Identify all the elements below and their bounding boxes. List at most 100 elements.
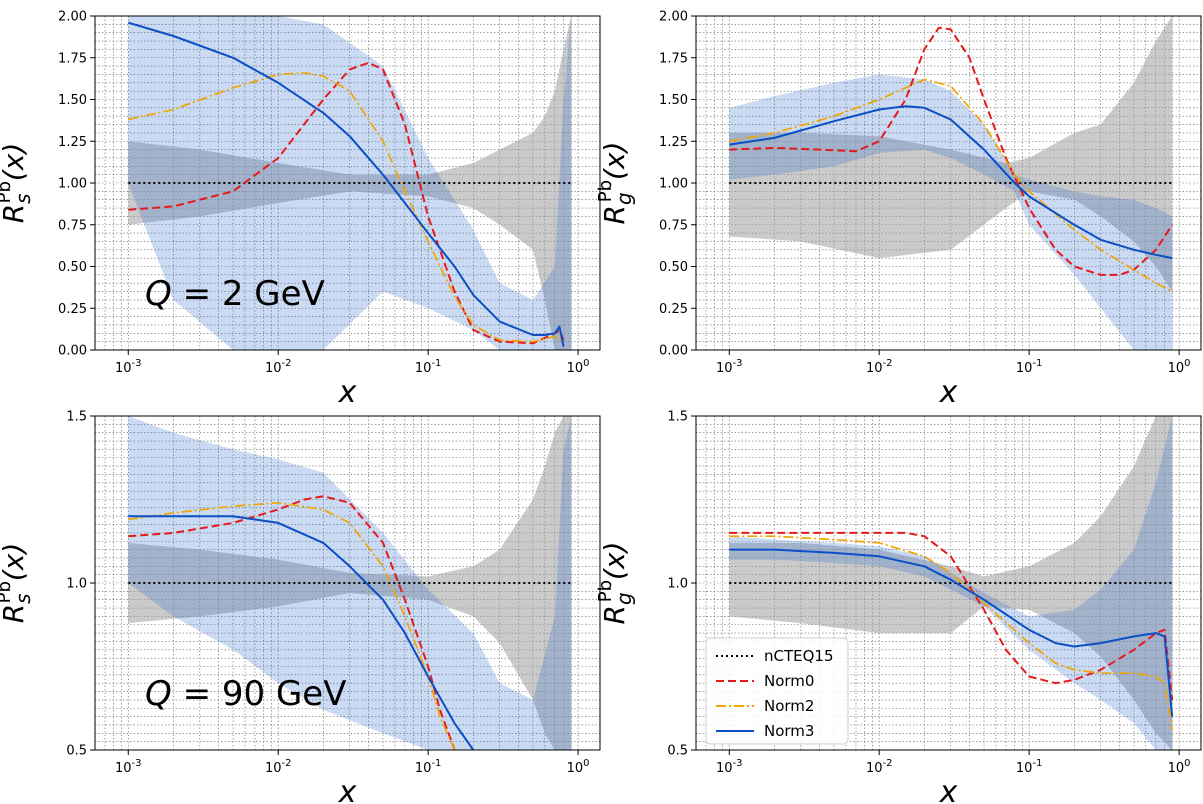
x-tick-exp: 0 xyxy=(583,758,589,769)
x-tick-label: 100 xyxy=(567,358,590,376)
x-axis-label: x xyxy=(338,775,357,804)
x-tick-exp: -2 xyxy=(882,358,892,369)
series-Norm2 xyxy=(729,535,1174,731)
panel-Rg-90GeV: 10-3 10-2 10-1 100 0.5 1.0 1.5 x RgPb(x) nCTEQ15 N… xyxy=(595,410,1202,804)
y-label-sup: Pb xyxy=(0,581,15,603)
x-tick-label: 10-1 xyxy=(1016,358,1043,376)
annotation-value: = 2 GeV xyxy=(172,274,325,314)
series-Norm2 xyxy=(128,71,565,343)
y-tick-label: 0.5 xyxy=(667,744,688,759)
y-label-base: R xyxy=(598,205,631,224)
y-label-arg: (x) xyxy=(0,143,30,181)
panel-Rg-2GeV: 10-3 10-2 10-1 100 0.00 0.25 0.50 0.75 1.00 1.25 1… xyxy=(595,10,1202,410)
annotation-symbol: Q xyxy=(145,274,172,314)
x-tick-label: 10-3 xyxy=(115,758,142,776)
y-tick-label: 1.25 xyxy=(58,135,87,150)
x-tick-label: 10-1 xyxy=(1016,758,1043,776)
x-tick-label: 10-3 xyxy=(716,758,743,776)
series-Norm3 xyxy=(729,105,1173,260)
y-tick-label: 1.50 xyxy=(659,93,688,108)
y-label-arg: (x) xyxy=(0,543,30,581)
x-axis-label: x xyxy=(939,375,958,410)
y-tick-label: 1.5 xyxy=(667,410,688,425)
x-tick-exp: -2 xyxy=(281,358,291,369)
y-tick-label: 2.00 xyxy=(659,10,688,25)
y-tick-label: 1.0 xyxy=(667,577,688,592)
panel-Rs-90GeV: 10-3 10-2 10-1 100 0.5 1.0 1.5 x RsPb(x) Q = 90 G… xyxy=(0,410,601,804)
x-tick-exp: -2 xyxy=(281,758,291,769)
x-axis-label: x xyxy=(338,375,357,410)
series-Norm2 xyxy=(128,501,456,750)
x-axis-label: x xyxy=(939,775,958,804)
y-label-sub: g xyxy=(612,192,636,205)
y-axis-label: RgPb(x) xyxy=(595,142,636,225)
legend-label-Norm3: Norm3 xyxy=(764,722,814,740)
y-tick-label: 0.50 xyxy=(58,260,87,275)
y-tick-label: 1.50 xyxy=(58,93,87,108)
legend-label-Norm2: Norm2 xyxy=(764,697,814,715)
x-tick-label: 100 xyxy=(1168,358,1191,376)
x-tick-exp: -3 xyxy=(733,358,743,369)
y-label-sub: g xyxy=(612,592,636,605)
series-Norm3 xyxy=(128,21,565,347)
band-nCTEQ15 xyxy=(729,16,1173,292)
y-tick-label: 1.00 xyxy=(58,177,87,192)
legend-label-nCTEQ15: nCTEQ15 xyxy=(764,647,834,665)
panel-Rs-2GeV: 10-3 10-2 10-1 100 0.00 0.25 0.50 0.75 1.00 1.25 1… xyxy=(0,10,601,410)
x-tick-label: 10-2 xyxy=(866,358,893,376)
y-tick-label: 1.5 xyxy=(66,410,87,425)
x-tick-exp: 0 xyxy=(1184,358,1190,369)
y-label-base: R xyxy=(0,204,30,223)
y-tick-label: 0.5 xyxy=(66,744,87,759)
series-Norm3 xyxy=(128,515,475,750)
y-tick-label: 0.75 xyxy=(58,218,87,233)
x-tick-exp: -1 xyxy=(431,758,441,769)
y-label-arg: (x) xyxy=(598,142,631,180)
x-tick-label: 10-3 xyxy=(115,358,142,376)
x-tick-label: 100 xyxy=(1168,758,1191,776)
x-tick-exp: -3 xyxy=(733,758,743,769)
y-tick-label: 0.25 xyxy=(659,302,688,317)
y-tick-label: 1.00 xyxy=(659,177,688,192)
y-label-sub: s xyxy=(11,193,35,203)
y-label-sup: Pb xyxy=(595,580,616,602)
y-tick-label: 1.75 xyxy=(659,51,688,66)
x-tick-exp: -2 xyxy=(882,758,892,769)
y-label-sub: s xyxy=(11,593,35,603)
x-tick-exp: -3 xyxy=(132,758,142,769)
y-tick-label: 1.0 xyxy=(66,577,87,592)
y-tick-label: 2.00 xyxy=(58,10,87,25)
series-Norm0 xyxy=(729,531,1174,701)
x-tick-label: 10-2 xyxy=(265,358,292,376)
annotation-value: = 90 GeV xyxy=(172,674,347,714)
band-Norm3 xyxy=(729,74,1173,350)
y-axis-label: RsPb(x) xyxy=(0,543,35,624)
x-tick-exp: -1 xyxy=(1032,758,1042,769)
y-axis-label: RsPb(x) xyxy=(0,143,35,224)
x-tick-exp: -1 xyxy=(1032,358,1042,369)
x-tick-label: 100 xyxy=(567,758,590,776)
x-tick-exp: 0 xyxy=(1184,758,1190,769)
x-tick-label: 10-1 xyxy=(415,758,442,776)
y-label-base: R xyxy=(598,605,631,624)
y-tick-label: 0.25 xyxy=(58,302,87,317)
series-Norm3 xyxy=(729,548,1174,717)
x-tick-exp: 0 xyxy=(583,358,589,369)
annotation-q: Q = 2 GeV xyxy=(145,274,325,314)
x-tick-label: 10-3 xyxy=(716,358,743,376)
y-tick-label: 0.50 xyxy=(659,260,688,275)
annotation-q: Q = 90 GeV xyxy=(145,674,346,714)
series-Norm0 xyxy=(729,26,1174,276)
x-tick-label: 10-2 xyxy=(265,758,292,776)
x-tick-exp: -1 xyxy=(431,358,441,369)
series-Norm2 xyxy=(729,78,1173,293)
y-tick-label: 0.75 xyxy=(659,218,688,233)
y-tick-label: 0.00 xyxy=(659,344,688,359)
y-tick-label: 0.00 xyxy=(58,344,87,359)
y-tick-label: 1.75 xyxy=(58,51,87,66)
annotation-symbol: Q xyxy=(145,674,172,714)
y-label-arg: (x) xyxy=(598,542,631,580)
legend: nCTEQ15 Norm0 Norm2 Norm3 xyxy=(705,637,849,745)
y-tick-label: 1.25 xyxy=(659,135,688,150)
